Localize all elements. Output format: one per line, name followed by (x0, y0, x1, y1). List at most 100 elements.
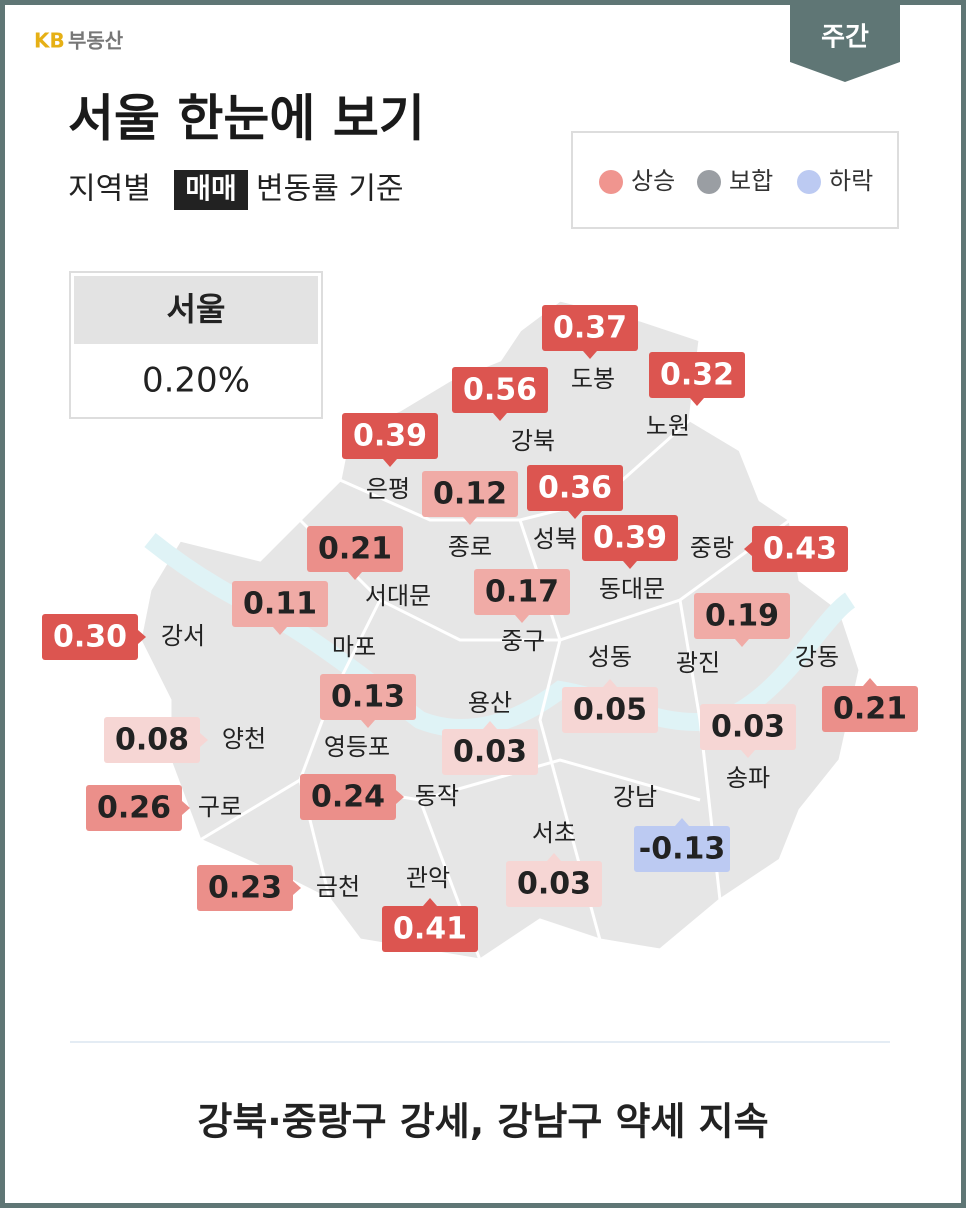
value-box (822, 686, 918, 732)
value-box (300, 774, 396, 820)
legend: 상승 보합 하락 (599, 167, 873, 195)
value-box (104, 717, 200, 763)
value-box (649, 352, 745, 398)
value-box (634, 826, 730, 872)
district-name: 동작 (415, 782, 459, 810)
value-pointer (735, 639, 749, 647)
value-box (232, 581, 328, 627)
district-value: 0.21 (318, 532, 392, 567)
value-box (342, 413, 438, 459)
value-box (86, 785, 182, 831)
district-value: 0.08 (115, 723, 189, 758)
district-name: 양천 (222, 725, 266, 753)
value-pointer (483, 721, 497, 729)
value-pointer (293, 881, 301, 895)
legend-box (571, 131, 899, 229)
value-box (452, 367, 548, 413)
value-pointer (741, 750, 755, 758)
district-value: 0.03 (517, 867, 591, 902)
value-box (752, 526, 848, 572)
value-box (700, 704, 796, 750)
summary-region: 서울 (167, 290, 226, 328)
district-name: 성동 (588, 643, 632, 671)
value-pointer (423, 898, 437, 906)
value-pointer (182, 801, 190, 815)
district-value: 0.39 (593, 521, 667, 556)
district-name: 용산 (468, 689, 512, 717)
district-name: 노원 (646, 412, 690, 440)
value-pointer (383, 459, 397, 467)
district-name: 서대문 (365, 582, 431, 610)
tab-shape (790, 5, 900, 82)
summary-value: 0.20% (142, 361, 250, 401)
page: KB 부동산 주간 서울 한눈에 보기 지역별 매매 변동률 기준 상승 보합 하락… (34, 5, 918, 1144)
district-name: 광진 (676, 649, 720, 677)
district-name: 도봉 (571, 365, 615, 393)
district-value: 0.05 (573, 693, 647, 728)
district-name: 종로 (448, 533, 492, 561)
value-pointer (583, 351, 597, 359)
district-name: 성북 (533, 525, 577, 553)
district-name: 중구 (501, 627, 545, 655)
value-box (382, 906, 478, 952)
value-pointer (568, 511, 582, 519)
brand-kb: KB (34, 29, 65, 53)
value-pointer (623, 561, 637, 569)
legend-dot (599, 170, 623, 194)
summary-header (74, 276, 318, 344)
district-value: 0.17 (485, 575, 559, 610)
value-box (582, 515, 678, 561)
value-box (694, 593, 790, 639)
district-value: 0.11 (243, 587, 317, 622)
districts: 도봉 0.37 노원 0.32 강북 0.56 은평 0.39 종로 0.12 성북 0.36 동대문 0… (42, 305, 918, 952)
value-pointer (273, 627, 287, 635)
district-value: 0.12 (433, 477, 507, 512)
footer: 강북·중랑구 강세, 강남구 약세 지속 (197, 1100, 768, 1144)
value-box (422, 471, 518, 517)
district-name: 서초 (532, 819, 576, 847)
value-box (474, 569, 570, 615)
value-box (506, 861, 602, 907)
value-pointer (675, 818, 689, 826)
district-value: 0.32 (660, 358, 734, 393)
legend-dot (697, 170, 721, 194)
district-value: 0.37 (553, 311, 627, 346)
district-value: 0.26 (97, 791, 171, 826)
title: 서울 한눈에 보기 (68, 90, 425, 148)
value-pointer (361, 720, 375, 728)
subtitle-highlight-bg (174, 170, 248, 210)
value-pointer (744, 542, 752, 556)
value-pointer (200, 733, 208, 747)
value-pointer (603, 679, 617, 687)
value-box (542, 305, 638, 351)
district-name: 마포 (332, 633, 376, 661)
value-box (442, 729, 538, 775)
value-pointer (348, 572, 362, 580)
value-pointer (396, 790, 404, 804)
district-name: 강서 (161, 622, 205, 650)
district-name: 송파 (726, 764, 770, 792)
value-box (42, 614, 138, 660)
district-value: 0.43 (763, 532, 837, 567)
district-value: 0.36 (538, 471, 612, 506)
district-name: 영등포 (324, 733, 390, 761)
value-box (562, 687, 658, 733)
district-value: 0.41 (393, 912, 467, 947)
district-name: 금천 (316, 873, 360, 901)
value-box (307, 526, 403, 572)
value-pointer (863, 678, 877, 686)
district-name: 구로 (198, 793, 242, 821)
district-name: 강동 (795, 643, 839, 671)
district-value: 0.23 (208, 871, 282, 906)
subtitle-highlight: 매매 (185, 172, 237, 205)
district-name: 관악 (406, 864, 450, 892)
district-value: 0.56 (463, 373, 537, 408)
district-value: 0.21 (833, 692, 907, 727)
district-name: 동대문 (599, 575, 665, 603)
district-name: 강남 (613, 783, 657, 811)
district-value: 0.03 (453, 735, 527, 770)
subtitle-before: 지역별 (68, 172, 151, 207)
value-pointer (138, 630, 146, 644)
district-value: 0.24 (311, 780, 385, 815)
district-name: 중랑 (690, 534, 734, 562)
